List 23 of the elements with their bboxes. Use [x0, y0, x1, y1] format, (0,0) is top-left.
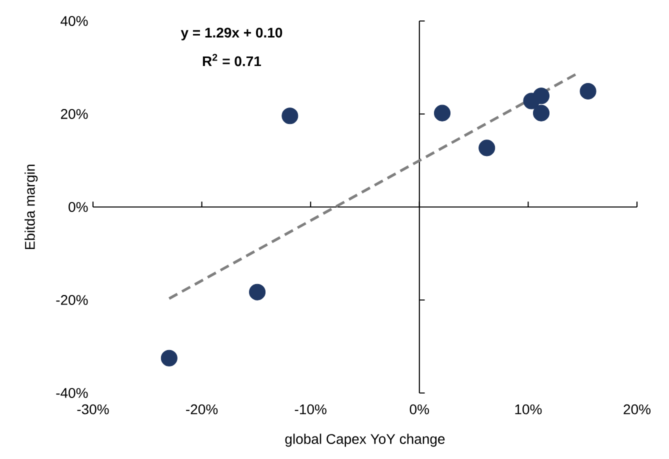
point — [160, 350, 178, 366]
point — [532, 104, 550, 122]
point — [532, 88, 550, 104]
y-tick-label: -20% — [56, 295, 88, 305]
y-tick-label: 20% — [60, 109, 88, 119]
annotation: y = 1.29x + 0.10 — [180, 28, 282, 40]
x-tick-label: -30% — [77, 404, 109, 414]
point — [434, 104, 451, 122]
point — [282, 108, 298, 124]
x-tick-label: 20% — [624, 404, 650, 414]
y-tick-label: 40% — [60, 16, 88, 26]
point — [249, 284, 266, 300]
point — [478, 140, 496, 156]
x-tick-label: 10% — [515, 404, 542, 414]
point — [580, 82, 596, 100]
x-tick-label: -20% — [186, 404, 218, 414]
x-tick-label: 0% — [410, 404, 430, 414]
x-axis-title: global Capex YoY change — [285, 434, 445, 447]
y-tick-label: 0% — [68, 202, 88, 212]
text: R$^{2}$ = 0.71 — [202, 54, 262, 66]
x-tick-label: -10% — [294, 404, 326, 414]
y-tick-label: -40% — [56, 388, 88, 398]
y-axis-title: Ebitda margin — [24, 164, 38, 250]
